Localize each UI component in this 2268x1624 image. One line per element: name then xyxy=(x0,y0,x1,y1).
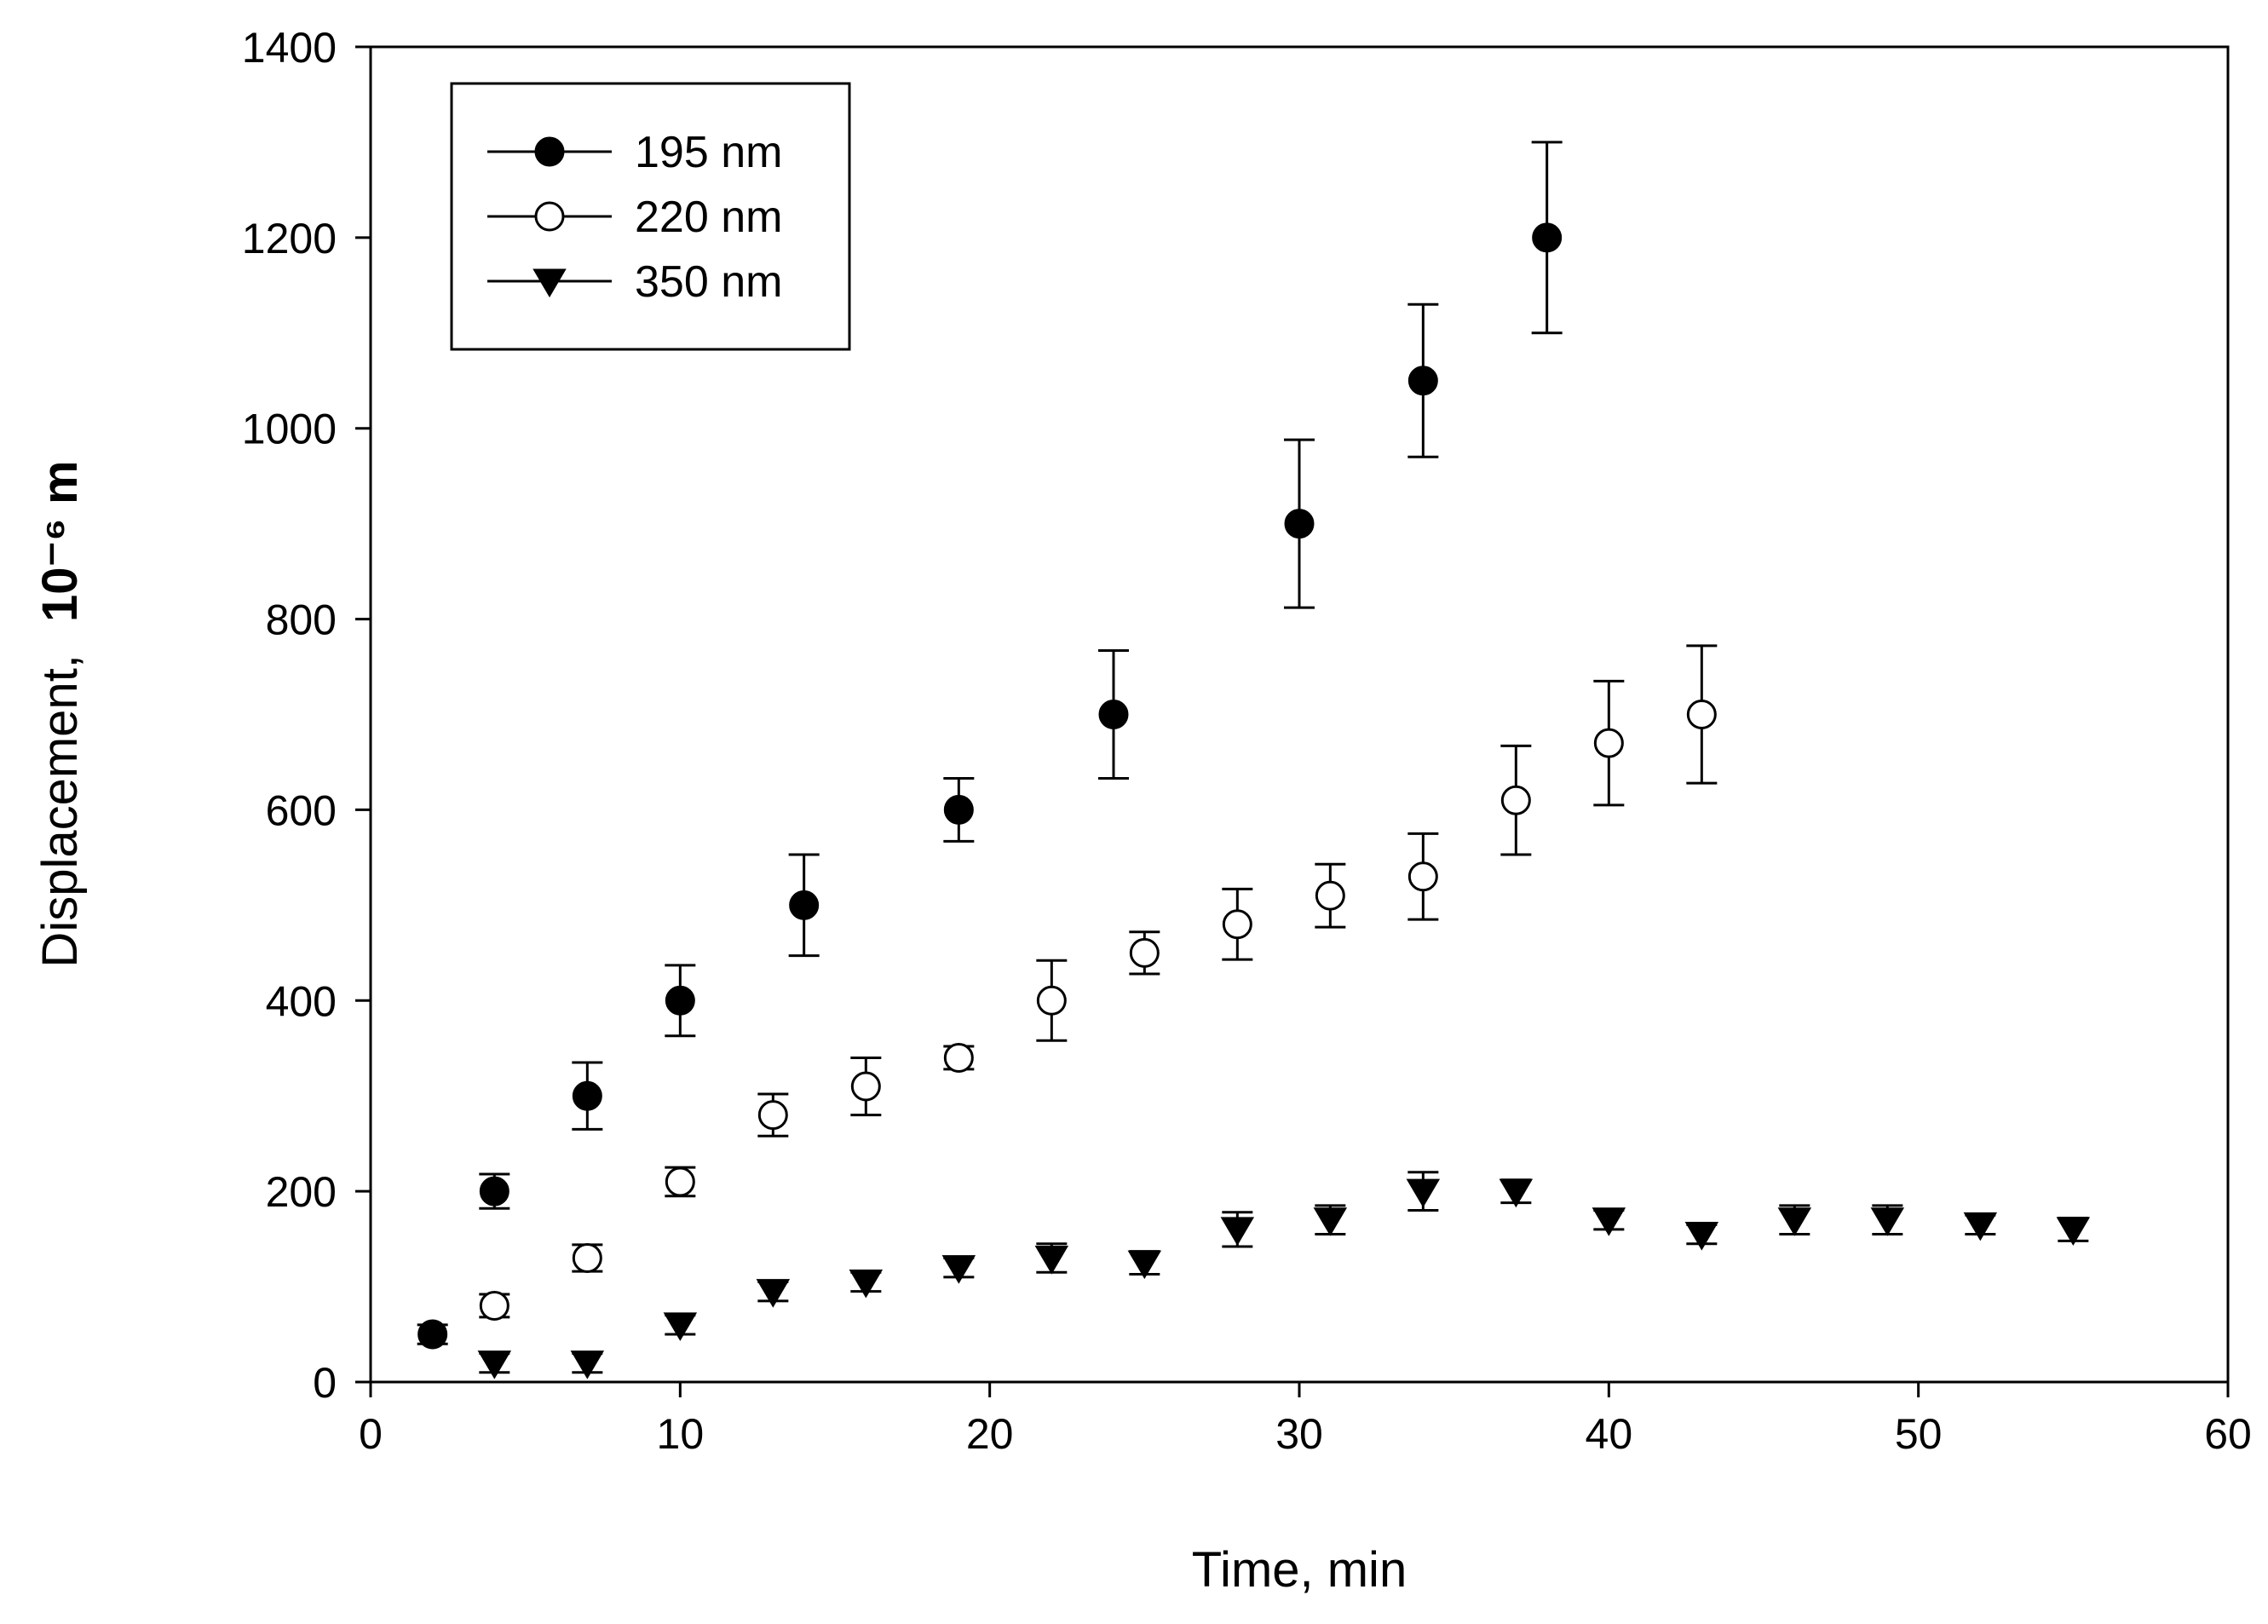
data-point xyxy=(1407,366,1438,396)
data-point xyxy=(2056,1217,2091,1246)
legend-entry: 350 nm xyxy=(487,257,782,307)
legend-label: 220 nm xyxy=(635,193,782,242)
y-tick-label: 600 xyxy=(266,786,337,834)
x-axis-title: Time, min xyxy=(1192,1542,1407,1598)
y-tick-label: 800 xyxy=(266,596,337,644)
x-tick-label: 60 xyxy=(2204,1410,2252,1458)
y-axis-title-label: Displacement, xyxy=(32,654,88,967)
y-tick-label: 1000 xyxy=(242,406,337,453)
x-tick-label: 0 xyxy=(359,1410,383,1458)
data-point xyxy=(1034,1245,1069,1275)
series-350-nm xyxy=(477,1171,2091,1379)
data-point xyxy=(943,794,974,825)
legend: 195 nm 220 nm 350 nm xyxy=(450,82,851,351)
data-point xyxy=(1222,909,1252,940)
data-point xyxy=(1777,1207,1812,1236)
series-layer xyxy=(417,141,2091,1379)
data-point xyxy=(1593,728,1624,758)
data-point xyxy=(1407,861,1438,892)
data-point xyxy=(757,1100,788,1131)
y-axis: 0 200 400 600 800 1000 1200 1400 xyxy=(242,24,371,1407)
y-tick-label: 400 xyxy=(266,977,337,1025)
legend-entry: 195 nm xyxy=(487,128,782,177)
data-point xyxy=(1406,1178,1441,1208)
legend-label: 350 nm xyxy=(635,257,782,307)
data-point xyxy=(479,1290,509,1321)
x-tick-label: 20 xyxy=(966,1410,1014,1458)
data-point xyxy=(789,890,820,920)
data-point xyxy=(572,1080,602,1111)
data-point xyxy=(665,985,695,1016)
legend-marker xyxy=(532,268,567,298)
data-point xyxy=(1313,1207,1348,1236)
x-tick-label: 40 xyxy=(1586,1410,1633,1458)
data-point xyxy=(663,1312,698,1341)
data-point xyxy=(1963,1212,1998,1241)
data-point xyxy=(941,1255,976,1284)
data-point xyxy=(1284,509,1315,539)
data-point xyxy=(849,1269,884,1299)
y-tick-label: 200 xyxy=(266,1168,337,1216)
data-point xyxy=(1129,937,1160,968)
data-point xyxy=(756,1279,791,1308)
x-tick-label: 10 xyxy=(657,1410,705,1458)
legend-marker xyxy=(534,201,565,232)
data-point xyxy=(1532,222,1563,253)
x-tick-label: 30 xyxy=(1275,1410,1323,1458)
data-point xyxy=(477,1350,512,1379)
data-point xyxy=(1127,1250,1162,1280)
y-tick-label: 1200 xyxy=(242,215,337,262)
svg-text:Displacement, 10⁻⁶ m: Displacement, 10⁻⁶ m xyxy=(32,460,88,967)
data-point xyxy=(1499,1178,1534,1208)
data-point xyxy=(417,1319,448,1350)
data-point xyxy=(1036,985,1067,1016)
x-tick-label: 50 xyxy=(1895,1410,1943,1458)
legend-entry: 220 nm xyxy=(487,193,782,242)
data-point xyxy=(1500,785,1531,815)
data-point xyxy=(665,1166,695,1197)
data-point xyxy=(572,1242,602,1273)
data-point xyxy=(850,1071,881,1102)
y-axis-title-unit: 10⁻⁶ m xyxy=(32,460,88,622)
series-220-nm xyxy=(479,644,1718,1321)
data-point xyxy=(1098,700,1129,729)
data-point xyxy=(1686,700,1717,729)
series-195-nm xyxy=(417,141,1563,1350)
data-point xyxy=(1592,1207,1626,1236)
legend-label: 195 nm xyxy=(635,128,782,177)
data-point xyxy=(1870,1207,1905,1236)
data-point xyxy=(1684,1222,1719,1251)
legend-marker xyxy=(534,136,565,167)
y-tick-label: 0 xyxy=(313,1359,337,1407)
data-point xyxy=(479,1176,509,1206)
data-point xyxy=(1220,1217,1255,1246)
data-point xyxy=(943,1042,974,1073)
data-point xyxy=(1315,880,1345,911)
data-point xyxy=(570,1350,605,1379)
y-tick-label: 1400 xyxy=(242,24,337,72)
y-axis-title: Displacement, 10⁻⁶ m xyxy=(32,460,88,967)
x-axis: 0 10 20 30 40 50 60 xyxy=(359,1382,2252,1458)
